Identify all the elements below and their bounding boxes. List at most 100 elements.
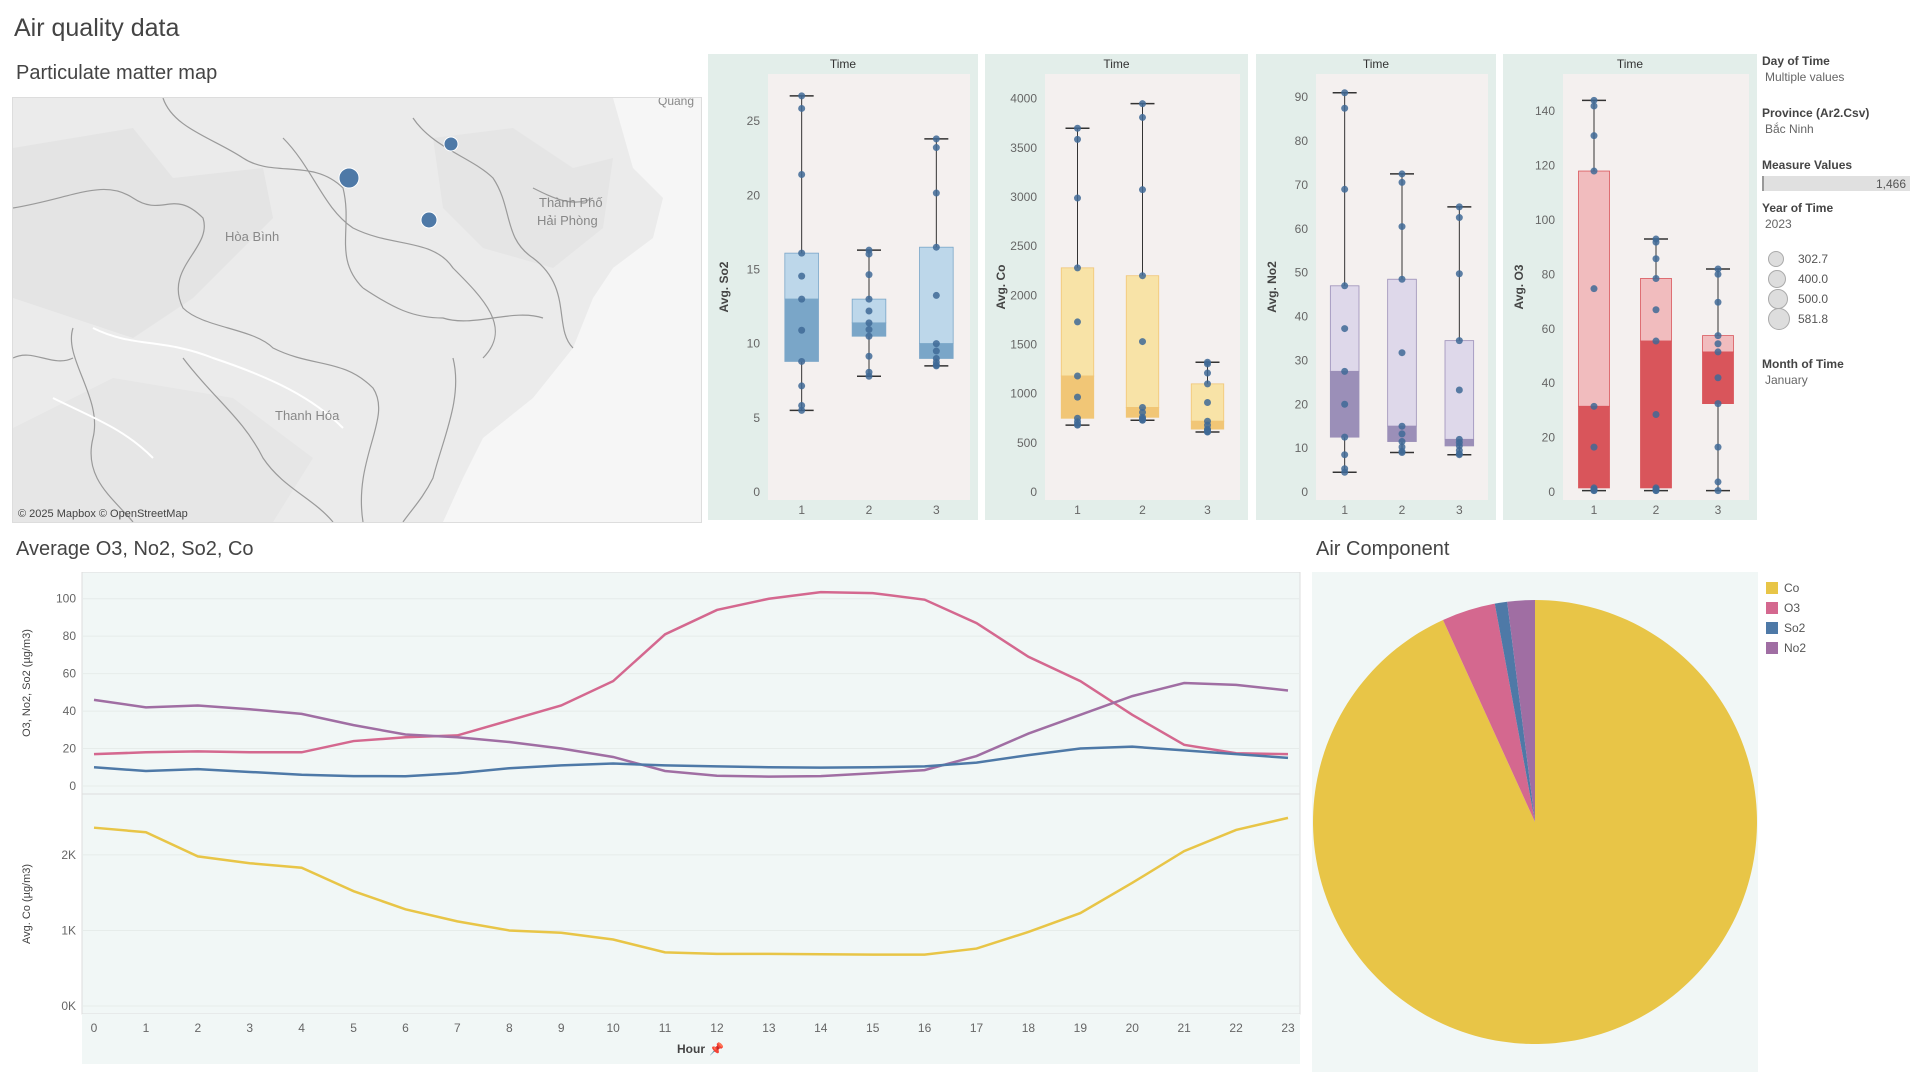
data-point[interactable] — [1139, 100, 1146, 108]
map-point[interactable] — [338, 167, 360, 189]
data-point[interactable] — [1652, 238, 1660, 246]
data-point[interactable] — [1139, 186, 1146, 194]
map-point[interactable] — [420, 211, 438, 229]
data-point[interactable] — [865, 319, 873, 327]
data-point[interactable] — [1714, 348, 1722, 356]
data-point[interactable] — [1398, 430, 1406, 438]
data-point[interactable] — [798, 295, 806, 303]
data-point[interactable] — [1590, 132, 1598, 140]
data-point[interactable] — [932, 347, 940, 355]
data-point[interactable] — [1074, 194, 1081, 202]
pin-icon[interactable]: 📌 — [709, 1041, 724, 1056]
series-line-so2[interactable] — [93, 745, 1289, 778]
data-point[interactable] — [798, 357, 806, 365]
data-point[interactable] — [865, 307, 873, 315]
data-point[interactable] — [1139, 403, 1146, 411]
data-point[interactable] — [1139, 408, 1146, 416]
box-lower[interactable] — [1578, 405, 1610, 489]
pie-legend-item[interactable]: Co — [1766, 578, 1806, 598]
data-point[interactable] — [1074, 372, 1081, 380]
data-point[interactable] — [1455, 337, 1463, 345]
data-point[interactable] — [1652, 337, 1660, 345]
data-point[interactable] — [1398, 223, 1406, 231]
data-point[interactable] — [1590, 167, 1598, 175]
data-point[interactable] — [1590, 486, 1598, 494]
data-point[interactable] — [1714, 478, 1722, 486]
data-point[interactable] — [1204, 428, 1211, 436]
data-point[interactable] — [1341, 185, 1349, 193]
data-point[interactable] — [1714, 332, 1722, 340]
data-point[interactable] — [1074, 393, 1081, 401]
data-point[interactable] — [1398, 438, 1406, 446]
data-point[interactable] — [1204, 421, 1211, 429]
data-point[interactable] — [1455, 270, 1463, 278]
data-point[interactable] — [1714, 374, 1722, 382]
data-point[interactable] — [1590, 102, 1598, 110]
legend-month-value[interactable]: January — [1765, 373, 1808, 387]
data-point[interactable] — [798, 171, 806, 179]
data-point[interactable] — [865, 271, 873, 279]
data-point[interactable] — [1139, 113, 1146, 121]
data-point[interactable] — [1455, 439, 1463, 447]
data-point[interactable] — [1341, 465, 1349, 473]
data-point[interactable] — [798, 406, 806, 414]
data-point[interactable] — [1455, 214, 1463, 222]
data-point[interactable] — [1341, 433, 1349, 441]
data-point[interactable] — [1398, 349, 1406, 357]
data-point[interactable] — [932, 189, 940, 197]
data-point[interactable] — [798, 326, 806, 334]
data-point[interactable] — [1652, 306, 1660, 314]
data-point[interactable] — [1341, 367, 1349, 375]
pie-slice-so2[interactable] — [1494, 601, 1535, 822]
data-point[interactable] — [865, 295, 873, 303]
pie-slice-no2[interactable] — [1507, 600, 1535, 822]
particulate-map[interactable]: Quang Hòa Bình Thành Phố Hải Phòng Thanh… — [12, 97, 702, 523]
series-line-o3[interactable] — [93, 590, 1289, 756]
data-point[interactable] — [1204, 380, 1211, 388]
pie-panel[interactable] — [1312, 572, 1758, 1072]
series-line-no2[interactable] — [93, 681, 1289, 778]
data-point[interactable] — [1652, 255, 1660, 263]
data-point[interactable] — [1714, 270, 1722, 278]
data-point[interactable] — [1074, 420, 1081, 428]
data-point[interactable] — [1590, 402, 1598, 410]
data-point[interactable] — [1714, 487, 1722, 495]
data-point[interactable] — [798, 402, 806, 410]
data-point[interactable] — [798, 382, 806, 390]
data-point[interactable] — [932, 340, 940, 348]
data-point[interactable] — [932, 243, 940, 251]
legend-day-value[interactable]: Multiple values — [1765, 70, 1845, 84]
data-point[interactable] — [1652, 486, 1660, 494]
data-point[interactable] — [1204, 369, 1211, 377]
size-legend-item[interactable]: 400.0 — [1768, 269, 1912, 289]
box-plot-panel[interactable]: Time 0 10 20 30 40 50 60 70 80 90 Avg. No2 1 2 3 — [1256, 54, 1496, 520]
data-point[interactable] — [1204, 399, 1211, 407]
data-point[interactable] — [1652, 274, 1660, 282]
data-point[interactable] — [1204, 360, 1211, 368]
data-point[interactable] — [798, 272, 806, 280]
data-point[interactable] — [1139, 416, 1146, 424]
data-point[interactable] — [1074, 124, 1081, 132]
data-point[interactable] — [1341, 451, 1349, 459]
data-point[interactable] — [1139, 338, 1146, 346]
size-legend-item[interactable]: 500.0 — [1768, 289, 1912, 309]
data-point[interactable] — [1714, 265, 1722, 273]
size-legend-item[interactable]: 302.7 — [1768, 249, 1912, 269]
pie-legend-item[interactable]: So2 — [1766, 618, 1806, 638]
data-point[interactable] — [1398, 170, 1406, 178]
data-point[interactable] — [1139, 272, 1146, 280]
data-point[interactable] — [1341, 282, 1349, 290]
data-point[interactable] — [1455, 203, 1463, 211]
size-legend-item[interactable]: 581.8 — [1768, 308, 1912, 330]
data-point[interactable] — [932, 144, 940, 152]
map-point[interactable] — [443, 136, 459, 152]
data-point[interactable] — [865, 352, 873, 360]
legend-year-value[interactable]: 2023 — [1765, 217, 1792, 231]
data-point[interactable] — [798, 92, 806, 100]
data-point[interactable] — [1590, 285, 1598, 293]
measure-values-bar[interactable]: 1,466 — [1762, 176, 1910, 191]
data-point[interactable] — [1714, 298, 1722, 306]
data-point[interactable] — [1398, 275, 1406, 283]
box-plot-panel[interactable]: Time 0 500 1000 1500 2000 2500 3000 3500 4000 Avg.… — [985, 54, 1248, 520]
data-point[interactable] — [1074, 318, 1081, 326]
